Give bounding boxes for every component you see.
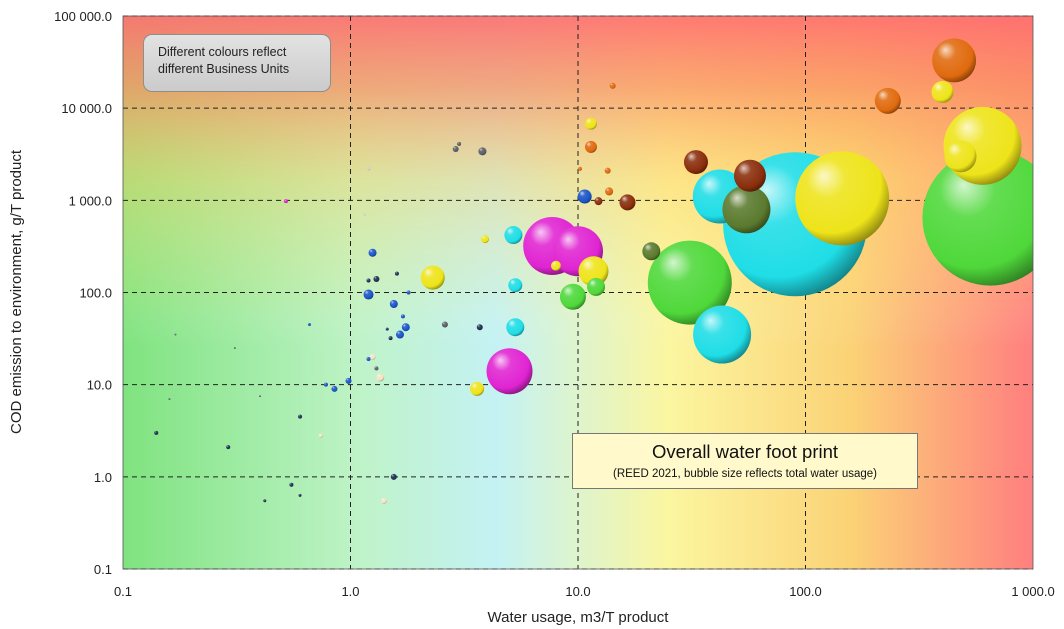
bubble-blue: [368, 248, 377, 257]
bubble-yellow: [584, 117, 597, 130]
bubble-cream: [380, 497, 387, 504]
bubble-blue: [400, 314, 405, 319]
bubble-yellow: [420, 265, 445, 290]
bubble-green: [922, 149, 1033, 286]
bubble-green: [559, 283, 586, 310]
bubble-navy: [263, 499, 267, 503]
bubble-magenta: [283, 199, 288, 204]
bubble-lightgray: [363, 213, 366, 216]
bubble-gray: [233, 346, 236, 349]
bubble-gray: [457, 141, 462, 146]
bubble-cyan: [508, 278, 523, 293]
bubble-navy: [154, 430, 159, 435]
x-tick-label: 1 000.0: [1011, 584, 1054, 599]
bubble-green: [647, 240, 732, 325]
bubble-orange: [874, 87, 901, 114]
bubble-olive: [642, 242, 661, 261]
bubble-blue: [331, 385, 338, 392]
y-tick-label: 1 000.0: [69, 193, 112, 208]
bubble-navy: [373, 276, 380, 283]
bubble-cyan: [504, 226, 523, 245]
y-tick-label: 0.1: [94, 562, 112, 577]
bubble-orange: [609, 82, 616, 89]
bubble-navy: [476, 324, 483, 331]
note-line-2: different Business Units: [158, 62, 290, 76]
x-tick-label: 1.0: [341, 584, 359, 599]
bubble-darkred: [619, 194, 636, 211]
bubble-yellow: [470, 381, 485, 396]
bubble-cream: [369, 353, 376, 360]
bubble-gray: [452, 146, 459, 153]
bubble-blue: [345, 377, 352, 384]
chart-title: Overall water foot print: [651, 441, 839, 462]
bubble-blue: [366, 356, 371, 361]
bubble-navy: [394, 271, 399, 276]
bubble-blue: [323, 382, 328, 387]
bubble-blue: [389, 300, 398, 309]
business-unit-note: Different colours reflect different Busi…: [143, 34, 331, 92]
bubble-navy: [366, 278, 371, 283]
bubble-lightgray: [367, 167, 371, 171]
bubble-yellow: [480, 235, 489, 244]
bubble-orange: [584, 140, 597, 153]
bubble-cream: [318, 433, 323, 438]
bubble-darkred: [594, 197, 603, 206]
chart-subtitle: (REED 2021, bubble size reflects total w…: [613, 468, 877, 480]
bubble-navy: [388, 336, 393, 341]
bubble-cyan: [506, 318, 525, 337]
bubble-darkred: [733, 159, 766, 192]
bubble-cream: [376, 373, 385, 382]
bubble-cyan: [693, 305, 752, 364]
bubble-blue: [307, 322, 311, 326]
bubble-darkred: [683, 150, 708, 175]
bubble-navy: [289, 482, 294, 487]
bubble-blue: [406, 290, 411, 295]
bubble-blue: [577, 189, 592, 204]
y-axis-ticks: 0.1 1.0 10.0 100.0 1 000.0 10 000.0 100 000.0: [54, 9, 112, 577]
bubble-gray: [441, 321, 448, 328]
chart-title-box: Overall water foot print (REED 2021, bub…: [572, 433, 918, 489]
y-tick-label: 100.0: [79, 286, 112, 301]
y-tick-label: 100 000.0: [54, 9, 112, 24]
plot-area-border: [122, 15, 1034, 570]
y-tick-label: 10 000.0: [61, 101, 112, 116]
x-tick-label: 0.1: [114, 584, 132, 599]
y-tick-label: 1.0: [94, 470, 112, 485]
bubble-yellow: [550, 260, 561, 271]
bubble-navy: [298, 414, 303, 419]
note-line-1: Different colours reflect: [158, 45, 287, 59]
bubble-blue: [395, 330, 404, 339]
y-tick-label: 10.0: [87, 378, 112, 393]
bubble-navy: [390, 473, 397, 480]
bubble-olive: [722, 185, 771, 234]
x-tick-label: 100.0: [789, 584, 822, 599]
bubble-navy: [385, 327, 389, 331]
x-axis-ticks: 0.1 1.0 10.0 100.0 1 000.0: [114, 584, 1055, 599]
bubble-blue: [401, 323, 410, 332]
bubbles: [154, 38, 1033, 504]
bubble-navy: [226, 445, 231, 450]
x-axis-title: Water usage, m3/T product: [488, 609, 670, 626]
y-axis-title: COD emission to environment, g/T product: [8, 149, 25, 434]
bubble-yellow: [795, 151, 890, 246]
bubble-green: [587, 277, 606, 296]
bubble-magenta: [486, 348, 533, 395]
bubble-yellow: [944, 140, 977, 173]
bubble-blue: [363, 289, 374, 300]
bubble-gray: [374, 366, 379, 371]
bubble-yellow: [578, 256, 609, 287]
bubble-orange: [605, 187, 614, 196]
bubble-gray: [258, 395, 261, 398]
bubble-orange: [932, 38, 977, 83]
bubble-navy: [298, 493, 302, 497]
bubble-yellow: [931, 80, 954, 103]
bubble-orange: [577, 166, 582, 171]
x-tick-label: 10.0: [565, 584, 590, 599]
bubble-orange: [604, 167, 611, 174]
bubble-gray: [478, 147, 487, 156]
bubble-gray: [174, 333, 177, 336]
bubble-gray: [168, 397, 171, 400]
